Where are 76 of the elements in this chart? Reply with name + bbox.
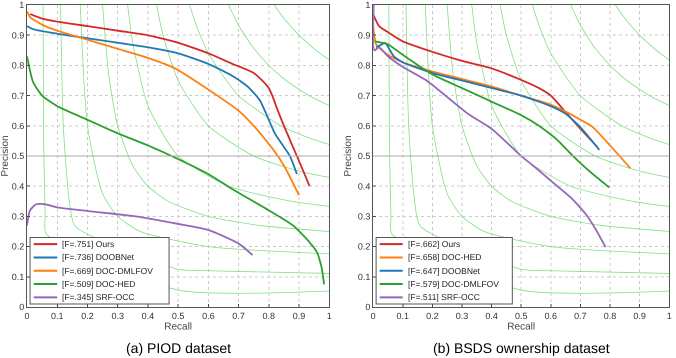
x-tick-label: 0.6 — [202, 310, 215, 321]
y-tick-label: 0.4 — [358, 181, 370, 192]
y-tick-label: 0.3 — [358, 212, 370, 222]
legend-label: [F=.579] DOC-DMLFOV — [408, 279, 500, 289]
line-series — [471, 5, 670, 207]
y-tick-label: 0.6 — [12, 120, 24, 131]
legend-label: [F=.736] DOOBNet — [62, 252, 135, 262]
y-tick-label: 0.5 — [358, 151, 370, 162]
text: (a) PIOD dataset — [126, 340, 232, 356]
line-series — [614, 5, 670, 60]
x-tick-label: 0.1 — [396, 310, 410, 321]
legend-label: [F=.669] DOC-DMLFOV — [62, 266, 154, 276]
line-series — [532, 5, 670, 145]
line-series — [274, 5, 330, 60]
y-tick-label: 1 — [19, 0, 24, 10]
x-tick-label: 0.3 — [456, 310, 468, 321]
x-tick-label: 0.3 — [111, 310, 124, 321]
x-tick-label: 0.9 — [633, 310, 646, 321]
line-series — [373, 25, 632, 170]
x-tick-label: 0.8 — [604, 310, 616, 321]
x-tick-label: 0.7 — [232, 310, 245, 321]
legend-label: [F=.647] DOOBNet — [408, 266, 481, 276]
line-series — [27, 25, 298, 176]
legend-label: [F=.345] SRF-OCC — [62, 292, 135, 302]
y-tick-label: 0.7 — [358, 90, 370, 101]
text: (b) BSDS ownership dataset — [433, 340, 610, 356]
y-tick-label: 0.7 — [12, 90, 24, 101]
y-tick-label: 0 — [19, 302, 24, 312]
y-tick-label: 0.1 — [358, 272, 370, 282]
y-tick-label: 0.9 — [12, 30, 24, 40]
x-tick-label: 0.4 — [142, 310, 154, 321]
x-tick-label: 0.8 — [262, 310, 276, 321]
x-tick-label: 0.5 — [172, 310, 184, 321]
y-tick-label: 0.2 — [358, 242, 370, 252]
x-tick-label: 0.1 — [51, 310, 64, 321]
x-axis-title: Recall — [164, 321, 192, 332]
y-tick-label: 0.9 — [358, 30, 370, 40]
x-tick-label: 0.4 — [485, 310, 498, 321]
line-series — [189, 5, 330, 145]
legend-label: [F=.509] DOC-HED — [62, 279, 136, 289]
line-series — [375, 42, 600, 151]
y-axis-title: Precision — [0, 135, 11, 177]
line-series — [446, 5, 670, 232]
line-series — [373, 5, 606, 248]
line-series — [156, 5, 330, 178]
y-tick-label: 1 — [365, 0, 370, 10]
line-series — [373, 13, 598, 148]
x-tick-label: 0.7 — [574, 310, 587, 321]
x-tick-label: 0.9 — [292, 310, 306, 321]
y-tick-label: 0.4 — [12, 181, 24, 192]
y-tick-label: 0.2 — [12, 242, 24, 252]
legend-label: [F=.751] Ours — [62, 239, 114, 249]
x-tick-label: 1 — [326, 310, 332, 321]
line-series — [127, 5, 330, 207]
y-tick-label: 0 — [365, 302, 370, 312]
y-tick-label: 0.8 — [358, 60, 370, 71]
x-tick-label: 0.6 — [544, 310, 558, 321]
legend-label: [F=.662] Ours — [408, 239, 460, 249]
legend-label: [F=.658] DOC-HED — [408, 252, 482, 262]
x-tick-label: 1 — [666, 310, 672, 321]
x-axis-title: Recall — [507, 321, 536, 332]
y-tick-label: 0.8 — [12, 60, 24, 71]
legend-label: [F=.511] SRF-OCC — [408, 292, 480, 302]
y-tick-label: 0.1 — [12, 272, 24, 282]
line-series — [374, 40, 610, 188]
line-series — [228, 5, 330, 106]
line-series — [570, 5, 670, 106]
y-tick-label: 0.6 — [358, 120, 370, 131]
y-axis-title: Precision — [342, 135, 354, 177]
x-tick-label: 0.2 — [426, 310, 439, 321]
line-series — [102, 5, 330, 232]
x-tick-label: 0.5 — [514, 310, 528, 321]
x-tick-label: 0.2 — [81, 310, 94, 321]
line-series — [500, 5, 670, 178]
y-tick-label: 0.5 — [12, 151, 24, 162]
y-tick-label: 0.3 — [12, 212, 24, 222]
